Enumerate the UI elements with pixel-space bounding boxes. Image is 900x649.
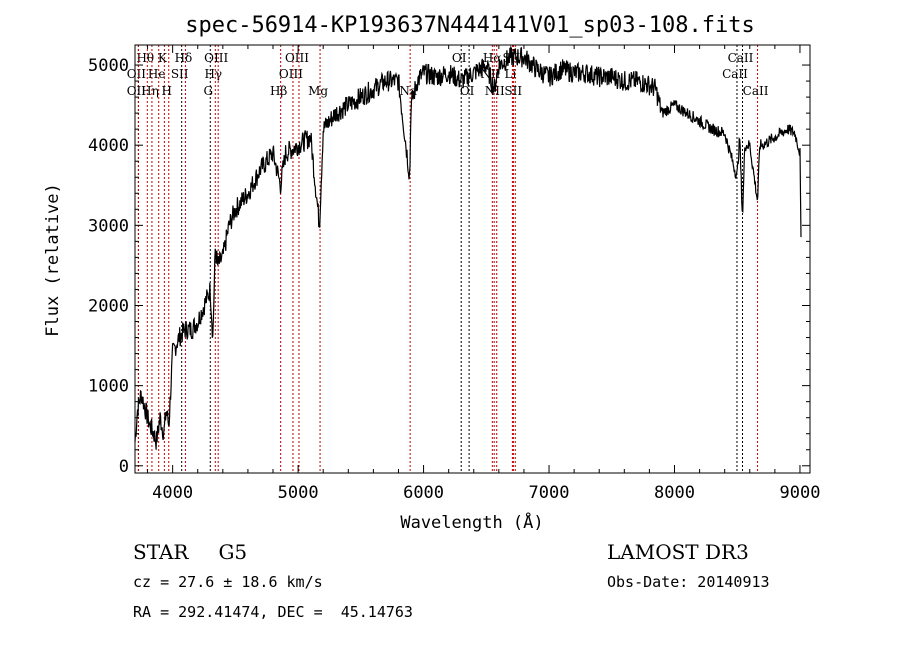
x-tick-label: 8000 (654, 483, 695, 503)
spectral-line-label: OIII (279, 67, 303, 81)
plot-frame (134, 44, 811, 474)
spectral-line-label: H (162, 84, 172, 98)
y-axis-label: Flux (relative) (43, 183, 63, 337)
spectral-line-label: Hδ (175, 51, 193, 65)
object-class: STAR G5 (133, 540, 247, 564)
redshift-text: cz = 27.6 ± 18.6 km/s (133, 573, 323, 591)
x-axis-label: Wavelength (Å) (400, 511, 543, 533)
spectral-line-label: SII (171, 67, 189, 81)
spectral-line-label: OIII (285, 51, 309, 65)
spectral-line-label: Li (504, 67, 516, 81)
class-value: STAR (133, 540, 189, 564)
spectrum-line (134, 45, 802, 450)
subclass-value: G5 (218, 540, 248, 564)
spectral-line-label: OII (127, 67, 147, 81)
spectral-line-label: G (203, 84, 213, 98)
spectral-line-label: OIII (204, 51, 228, 65)
x-tick-label: 6000 (403, 483, 444, 503)
spectral-line-label: Mg (308, 84, 328, 98)
x-tick-label: 5000 (278, 483, 319, 503)
spectral-line-label: Hη (141, 84, 159, 98)
y-tick-label: 5000 (88, 56, 129, 76)
spectral-line-label: Hβ (270, 84, 287, 98)
spectral-line-label: SII (504, 84, 522, 98)
survey-label: LAMOST DR3 (607, 540, 749, 564)
x-tick-label: 7000 (529, 483, 570, 503)
spectral-line-label: Hγ (204, 67, 222, 81)
spectral-line-label: OI (460, 84, 475, 98)
x-tick-label: 9000 (779, 483, 820, 503)
spectral-line-label: CaII (743, 84, 769, 98)
y-tick-label: 1000 (88, 377, 129, 397)
y-tick-label: 2000 (88, 296, 129, 316)
spectral-line-label: OII (127, 84, 147, 98)
y-tick-label: 4000 (88, 136, 129, 156)
chart-title: spec-56914-KP193637N444141V01_sp03-108.f… (185, 13, 755, 38)
obs-date-text: Obs-Date: 20140913 (607, 573, 770, 591)
spectral-line-label: CaII (728, 51, 754, 65)
spectral-line-label: CaII (722, 67, 748, 81)
spectral-line-label: Hθ (136, 51, 154, 65)
x-tick-label: 4000 (152, 483, 193, 503)
spectral-line-label: K (158, 51, 168, 65)
spectral-line-label: OI (452, 51, 467, 65)
coordinates-text: RA = 292.41474, DEC = 45.14763 (133, 603, 413, 621)
spectral-line-label: He (148, 67, 166, 81)
y-tick-label: 3000 (88, 216, 129, 236)
axis-ticks: 4000 5000 6000 7000 8000 9000 0 1000 2000 3000 400… (88, 45, 820, 503)
y-tick-label: 0 (119, 457, 129, 477)
